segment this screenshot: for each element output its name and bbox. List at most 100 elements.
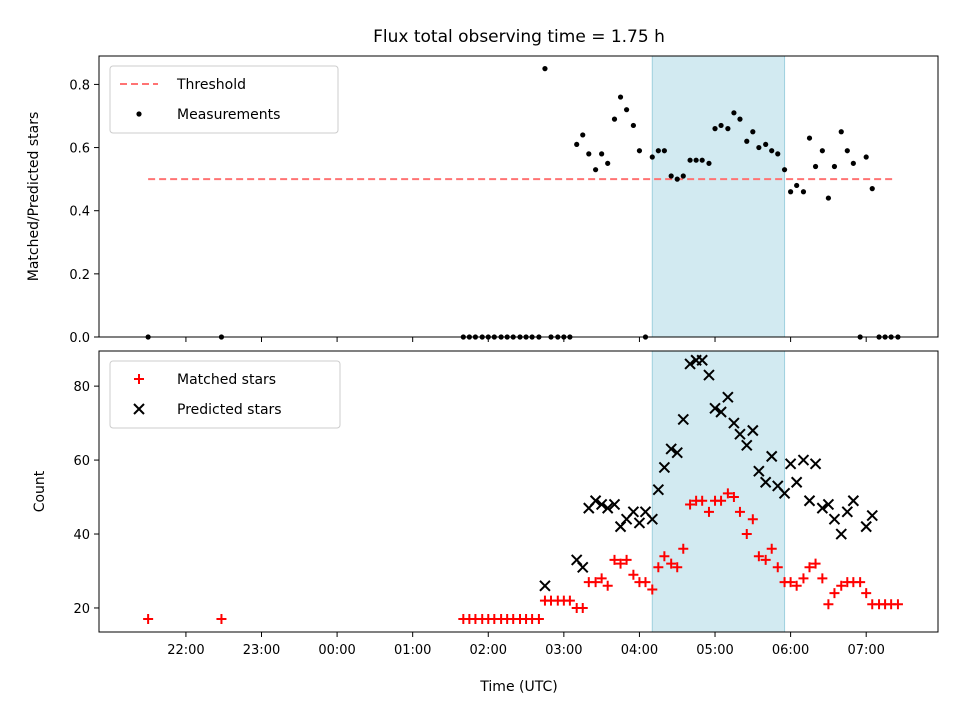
- measurement-point: [630, 122, 636, 129]
- measurement-point: [542, 66, 548, 72]
- predicted-stars-point: [797, 454, 810, 466]
- x-tick-label: 03:00: [545, 643, 582, 658]
- predicted-stars-point: [709, 402, 721, 415]
- matched-stars-point: [216, 614, 227, 625]
- measurement-point: [788, 189, 794, 195]
- matched-stars-point: [697, 495, 708, 506]
- predicted-stars-point: [866, 509, 878, 522]
- y-tick-label: 20: [73, 602, 90, 617]
- legend: Matched stars Predicted stars: [109, 360, 341, 429]
- predicted-stars-point: [677, 413, 689, 426]
- legend-label: Threshold: [176, 77, 246, 93]
- x-tick-label: 02:00: [470, 643, 507, 658]
- predicted-stars-point: [809, 458, 822, 470]
- measurement-point: [655, 148, 661, 154]
- matched-stars-point: [596, 573, 607, 584]
- matched-stars-point: [741, 529, 752, 540]
- predicted-stars-point: [828, 513, 841, 525]
- predicted-stars-point: [696, 354, 708, 366]
- y-axis-label: Count: [32, 470, 48, 512]
- legend-label: Predicted stars: [177, 402, 282, 418]
- legend-measurement-swatch: [136, 111, 142, 117]
- predicted-stars-point: [539, 580, 551, 592]
- predicted-stars-point: [835, 528, 847, 540]
- x-axis-label: Time (UTC): [479, 679, 557, 695]
- predicted-stars-point: [684, 358, 696, 370]
- y-tick-label: 0.8: [69, 78, 90, 93]
- predicted-stars-point: [601, 502, 614, 514]
- matched-stars-point: [760, 554, 771, 565]
- predicted-stars-point: [595, 498, 608, 511]
- predicted-stars-point: [847, 495, 860, 507]
- chart-title: Flux total observing time = 1.75 h: [373, 27, 665, 47]
- matched-stars-point: [533, 614, 544, 625]
- matched-stars-point: [734, 506, 745, 517]
- x-tick-label: 23:00: [243, 643, 280, 658]
- measurement-point: [831, 163, 838, 170]
- matched-stars-point: [678, 543, 689, 554]
- matched-stars-point: [609, 554, 620, 565]
- matched-stars-point: [804, 562, 815, 573]
- matched-stars-point: [722, 488, 733, 499]
- measurement-point: [825, 195, 832, 201]
- legend-label: Matched stars: [177, 372, 276, 388]
- predicted-stars-point: [860, 520, 872, 533]
- measurement-point: [725, 126, 731, 132]
- predicted-stars-point: [577, 561, 589, 574]
- measurement-point: [718, 122, 724, 129]
- measurement-point: [574, 141, 580, 148]
- measurement-point: [599, 151, 605, 157]
- matched-stars-point: [628, 569, 639, 580]
- legend-matched-swatch: [134, 374, 144, 384]
- matched-stars-point: [672, 562, 683, 573]
- predicted-stars-point: [652, 483, 665, 496]
- measurement-point: [680, 173, 686, 179]
- measurement-point: [668, 173, 674, 179]
- predicted-stars-point: [608, 498, 621, 511]
- measurement-point: [661, 148, 667, 154]
- predicted-stars-point: [741, 439, 753, 451]
- x-tick-label: 22:00: [167, 643, 204, 658]
- predicted-stars-point: [822, 498, 835, 511]
- matched-stars-point: [798, 573, 809, 584]
- predicted-stars-point: [589, 495, 602, 507]
- y-tick-label: 60: [73, 454, 90, 469]
- measurement-point: [794, 182, 800, 189]
- predicted-stars-point: [753, 465, 765, 477]
- measurement-point: [737, 116, 743, 122]
- measurement-point: [693, 157, 699, 163]
- x-tick-label: 05:00: [696, 643, 733, 658]
- legend-box: [109, 360, 341, 429]
- legend-label: Measurements: [177, 107, 280, 123]
- x-tick-label: 01:00: [394, 643, 431, 658]
- matched-stars-point: [590, 577, 601, 588]
- measurement-point: [605, 160, 611, 166]
- measurement-point: [731, 110, 737, 116]
- measurement-point: [756, 144, 762, 151]
- matched-stars-point: [577, 602, 588, 613]
- matched-stars-point: [892, 599, 903, 610]
- matched-stars-point: [785, 577, 796, 588]
- measurement-point: [649, 154, 655, 160]
- measurement-point: [699, 157, 705, 163]
- ratio-panel: 0.0 0.2 0.4 0.6 0.8 Matched/Predicted stars Th…: [26, 55, 939, 346]
- series-predicted-stars: [539, 354, 878, 592]
- predicted-stars-point: [803, 495, 816, 507]
- matched-stars-point: [747, 514, 758, 525]
- measurement-point: [712, 126, 718, 132]
- measurement-point: [869, 186, 875, 192]
- measurement-point: [863, 154, 869, 160]
- matched-stars-point: [861, 588, 872, 599]
- predicted-stars-point: [627, 506, 640, 518]
- predicted-stars-point: [747, 424, 759, 437]
- predicted-stars-point: [671, 446, 683, 459]
- matched-stars-point: [753, 551, 764, 562]
- matched-stars-point: [685, 499, 696, 510]
- measurement-point: [812, 163, 819, 170]
- observing-span-shade: [652, 56, 785, 337]
- measurement-point: [580, 132, 586, 138]
- matched-stars-point: [621, 554, 632, 565]
- measurement-point: [819, 148, 825, 154]
- measurement-point: [617, 94, 624, 100]
- predicted-stars-point: [734, 428, 746, 440]
